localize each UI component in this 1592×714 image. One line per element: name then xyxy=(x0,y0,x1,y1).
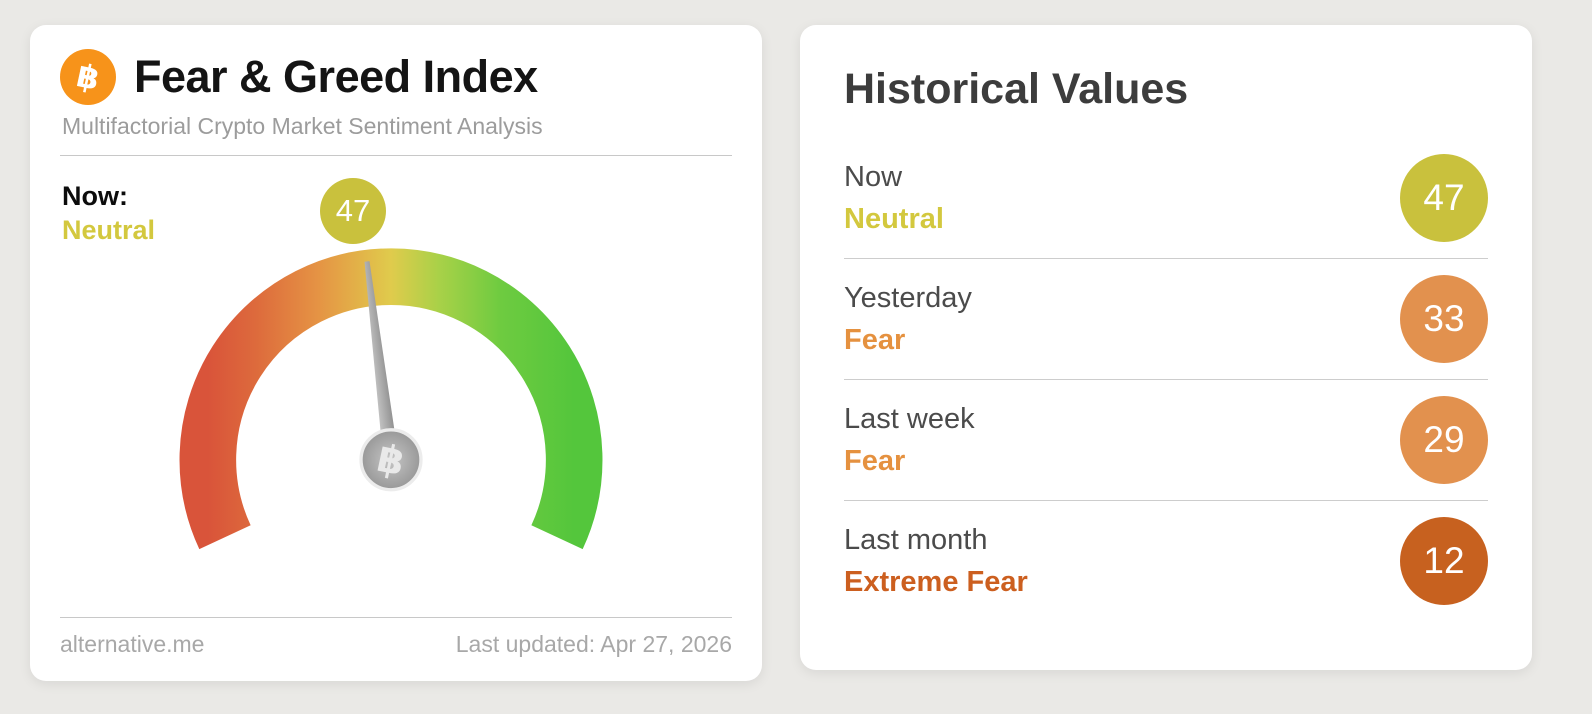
history-row-text: Now Neutral xyxy=(844,161,944,236)
card-subtitle: Multifactorial Crypto Market Sentiment A… xyxy=(62,113,543,139)
history-row-now: Now Neutral 47 xyxy=(844,138,1488,258)
history-period-label: Now xyxy=(844,160,903,193)
history-row-text: Last month Extreme Fear xyxy=(844,524,1028,599)
history-value-badge: 12 xyxy=(1400,517,1488,605)
history-period-label: Last week xyxy=(844,402,975,435)
card-footer: alternative.me Last updated: Apr 27, 202… xyxy=(60,631,732,658)
history-row-text: Yesterday Fear xyxy=(844,282,972,357)
history-sentiment: Extreme Fear xyxy=(844,565,1028,598)
bitcoin-glyph: ฿ xyxy=(73,57,103,97)
row-divider xyxy=(844,500,1488,501)
history-value-badge: 33 xyxy=(1400,275,1488,363)
source-link[interactable]: alternative.me xyxy=(60,631,205,657)
fear-greed-card: ฿ Fear & Greed Index Multifactorial Cryp… xyxy=(30,25,762,681)
gauge-hub xyxy=(359,428,423,492)
footer-divider xyxy=(60,617,732,618)
gauge: ฿ xyxy=(179,248,603,550)
bitcoin-icon: ฿ xyxy=(60,49,116,105)
history-period-label: Yesterday xyxy=(844,281,972,314)
historical-values-card: Historical Values Now Neutral 47 Yesterd… xyxy=(800,25,1532,670)
historical-title: Historical Values xyxy=(844,65,1189,113)
header-divider xyxy=(60,155,732,156)
history-sentiment: Fear xyxy=(844,323,906,356)
now-sentiment: Neutral xyxy=(62,214,156,245)
history-period-label: Last month xyxy=(844,523,988,556)
gauge-area: Now: Neutral 47 xyxy=(60,156,732,602)
gauge-arc xyxy=(179,248,603,550)
last-updated-text: Last updated: Apr 27, 2026 xyxy=(455,631,732,657)
history-row-text: Last week Fear xyxy=(844,403,975,478)
history-sentiment: Fear xyxy=(844,444,906,477)
row-divider xyxy=(844,379,1488,380)
history-sentiment: Neutral xyxy=(844,202,944,235)
history-row-yesterday: Yesterday Fear 33 xyxy=(844,259,1488,379)
history-row-last-week: Last week Fear 29 xyxy=(844,380,1488,500)
history-value-badge: 29 xyxy=(1400,396,1488,484)
page-title: Fear & Greed Index xyxy=(134,51,538,102)
history-row-last-month: Last month Extreme Fear 12 xyxy=(844,501,1488,621)
card-header: ฿ Fear & Greed Index xyxy=(60,49,732,105)
now-label: Now: xyxy=(62,181,128,211)
history-value-badge: 47 xyxy=(1400,154,1488,242)
now-block: Now: Neutral xyxy=(62,180,155,248)
row-divider xyxy=(844,258,1488,259)
gauge-value-badge: 47 xyxy=(320,178,386,244)
